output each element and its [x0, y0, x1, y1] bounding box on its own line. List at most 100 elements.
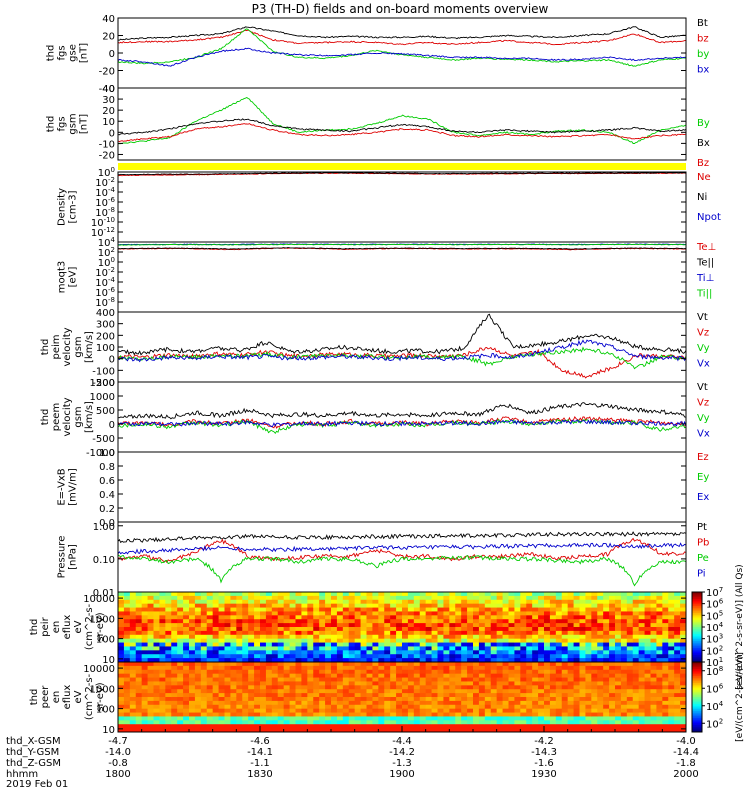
colorbar-segment [692, 616, 702, 619]
spectrogram-cell [668, 599, 675, 605]
spectrogram-cell [538, 716, 545, 721]
legend-entry-Bx: Bx [697, 138, 710, 149]
spectrogram-cell [336, 642, 344, 647]
spectrogram-cell [336, 712, 344, 717]
spectrogram-cell [620, 634, 628, 640]
spectrogram-cell [325, 627, 332, 632]
spectrogram-cell [390, 712, 397, 717]
spectrogram-cell [668, 685, 675, 690]
spectrogram-cell [626, 700, 634, 706]
spectrogram-cell [224, 681, 231, 686]
spectrogram-cell [313, 724, 320, 729]
spectrogram-cell [561, 642, 569, 647]
spectrogram-cell [407, 658, 415, 663]
spectrogram-cell [615, 595, 622, 601]
spectrogram-cell [626, 677, 634, 682]
spectrogram-cell [177, 595, 184, 601]
spectrogram-cell [413, 712, 421, 717]
spectrogram-cell [230, 689, 237, 694]
spectrogram-cell [390, 665, 397, 671]
spectrogram-cell [277, 728, 285, 733]
spectrogram-cell [407, 603, 415, 608]
spectrogram-cell [342, 658, 350, 663]
spectrogram-cell [490, 654, 498, 659]
spectrogram-cell [307, 677, 314, 682]
spectrogram-cell [141, 669, 148, 675]
spectrogram-cell [520, 669, 527, 675]
spectrogram-cell [532, 603, 539, 608]
spectrogram-cell [538, 728, 545, 733]
spectrogram-cell [615, 677, 622, 682]
spectrogram-cell [467, 681, 474, 686]
spectrogram-cell [508, 704, 515, 710]
spectrogram-cell [526, 611, 533, 616]
spectrogram-cell [194, 646, 202, 651]
spectrogram-cell [526, 693, 533, 698]
spectrogram-cell [319, 673, 326, 678]
spectrogram-cell [419, 662, 427, 667]
spectrogram-cell [319, 704, 326, 710]
y-axis-label: thd [46, 45, 57, 62]
spectrogram-cell [319, 720, 326, 725]
spectrogram-cell [230, 603, 237, 608]
spectrogram-cell [236, 646, 243, 651]
spectrogram-cell [218, 724, 225, 729]
colorbar-segment [692, 606, 702, 609]
spectrogram-cell [384, 627, 391, 632]
spectrogram-cell [336, 708, 344, 713]
spectrogram-cell [313, 662, 320, 667]
y-tick-label: 100 [96, 343, 115, 354]
spectrogram-cell [313, 681, 320, 686]
spectrogram-cell [473, 728, 480, 733]
spectrogram-cell [620, 630, 628, 636]
spectrogram-cell [603, 592, 610, 597]
spectrogram-cell [165, 724, 172, 729]
spectrogram-cell [325, 646, 332, 651]
spectrogram-cell [413, 646, 421, 651]
spectrogram-cell [331, 634, 338, 640]
spectrogram-cell [396, 634, 403, 640]
spectrogram-cell [248, 693, 255, 698]
spectrogram-cell [135, 654, 143, 659]
spectrogram-cell [567, 634, 574, 640]
spectrogram-cell [449, 646, 456, 651]
spectrogram-cell [668, 697, 675, 702]
spectrogram-cell [644, 700, 651, 706]
spectrogram-cell [662, 654, 669, 659]
spectrogram-cell [313, 658, 320, 663]
spectrogram-cell [573, 619, 580, 624]
spectrogram-cell [668, 728, 675, 733]
spectrogram-cell [620, 716, 628, 721]
spectrogram-cell [461, 592, 468, 597]
spectrogram-cell [419, 623, 427, 628]
spectrogram-cell [413, 669, 421, 675]
spectrogram-cell [141, 712, 148, 717]
spectrogram-cell [384, 638, 391, 643]
spectrogram-cell [396, 615, 403, 620]
spectrogram-cell [212, 700, 219, 706]
spectrogram-cell [567, 673, 574, 678]
spectrogram-cell [478, 638, 486, 643]
legend-entry-Npot: Npot [697, 212, 721, 223]
spectrogram-cell [183, 630, 190, 636]
spectrogram-cell [277, 681, 285, 686]
spectrogram-cell [615, 728, 622, 733]
spectrogram-cell [177, 681, 184, 686]
spectrogram-cell [573, 646, 580, 651]
spectrogram-cell [331, 619, 338, 624]
spectrogram-cell [431, 611, 438, 616]
spectrogram-cell [579, 693, 586, 698]
spectrogram-cell [159, 638, 166, 643]
spectrogram-cell [620, 697, 628, 702]
spectrogram-cell [224, 627, 231, 632]
spectrogram-cell [650, 700, 657, 706]
spectrogram-cell [585, 665, 592, 671]
spectrogram-cell [313, 704, 320, 710]
spectrogram-cell [307, 689, 314, 694]
spectrogram-cell [200, 728, 208, 733]
spectrogram-cell [147, 658, 154, 663]
spectrogram-cell [147, 638, 154, 643]
spectrogram-cell [407, 634, 415, 640]
spectrogram-cell [265, 607, 273, 612]
spectrogram-cell [283, 623, 290, 628]
